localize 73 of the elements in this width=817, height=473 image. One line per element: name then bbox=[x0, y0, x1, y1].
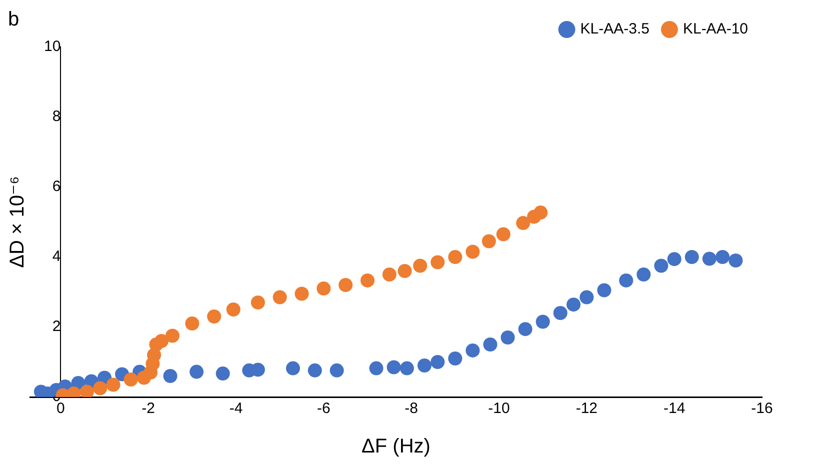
point bbox=[483, 338, 498, 352]
x-tick-label: -16 bbox=[751, 400, 773, 418]
point bbox=[382, 268, 396, 282]
point bbox=[496, 227, 510, 242]
point bbox=[482, 234, 496, 248]
x-tick-label: -4 bbox=[229, 400, 243, 418]
point bbox=[93, 381, 108, 396]
point bbox=[702, 252, 716, 266]
point bbox=[294, 286, 309, 301]
y-tick-label: 6 bbox=[52, 178, 61, 196]
point bbox=[430, 255, 445, 270]
point bbox=[448, 250, 462, 264]
legend-label: KL-AA-3.5 bbox=[580, 20, 650, 38]
point bbox=[400, 361, 414, 376]
x-tick-label: -6 bbox=[317, 400, 330, 418]
point bbox=[534, 206, 548, 220]
point bbox=[448, 352, 462, 366]
point bbox=[566, 298, 581, 312]
point bbox=[106, 378, 120, 392]
point bbox=[190, 364, 204, 379]
point bbox=[619, 273, 634, 288]
point bbox=[417, 358, 432, 372]
x-tick-label: 0 bbox=[56, 400, 65, 418]
point bbox=[728, 254, 743, 268]
y-tick-label: 10 bbox=[44, 38, 61, 56]
point bbox=[716, 250, 730, 264]
x-tick-label: -8 bbox=[404, 400, 418, 418]
point bbox=[185, 316, 200, 330]
point bbox=[165, 328, 180, 343]
x-tick-label: -14 bbox=[663, 400, 686, 418]
y-tick-label: 2 bbox=[52, 318, 61, 336]
point bbox=[466, 343, 480, 358]
x-axis-title: ΔF (Hz) bbox=[362, 436, 430, 458]
y-axis-title: ΔD × 10⁻⁶ bbox=[6, 176, 29, 268]
point bbox=[338, 278, 353, 292]
point bbox=[360, 273, 375, 288]
point bbox=[386, 360, 401, 374]
x-tick-label: -10 bbox=[488, 400, 510, 418]
text: b bbox=[8, 8, 20, 31]
point bbox=[330, 363, 344, 378]
point bbox=[466, 244, 480, 259]
point bbox=[250, 296, 265, 310]
point bbox=[636, 268, 651, 282]
point bbox=[154, 334, 168, 348]
point bbox=[684, 250, 699, 264]
point bbox=[516, 216, 530, 230]
point bbox=[430, 355, 445, 369]
point bbox=[207, 310, 222, 324]
point bbox=[580, 290, 594, 304]
point bbox=[398, 264, 412, 278]
point bbox=[286, 361, 300, 376]
point bbox=[369, 361, 384, 376]
point bbox=[667, 252, 682, 266]
point bbox=[500, 330, 515, 344]
x-tick-label: -12 bbox=[576, 400, 598, 418]
point bbox=[124, 372, 138, 386]
point bbox=[80, 384, 94, 397]
point bbox=[553, 306, 568, 320]
x-tick-label: -2 bbox=[142, 400, 156, 418]
point bbox=[413, 258, 428, 273]
point bbox=[518, 322, 532, 336]
y-tick-label: 8 bbox=[52, 108, 61, 126]
point bbox=[536, 314, 550, 329]
legend-label: KL-AA-10 bbox=[682, 20, 748, 38]
point bbox=[597, 283, 612, 298]
point bbox=[272, 290, 287, 304]
y-tick-label: 4 bbox=[52, 248, 61, 266]
point bbox=[216, 366, 230, 381]
point bbox=[316, 282, 331, 296]
point bbox=[308, 363, 322, 378]
point bbox=[654, 258, 668, 273]
point bbox=[163, 369, 178, 383]
point bbox=[226, 302, 240, 316]
